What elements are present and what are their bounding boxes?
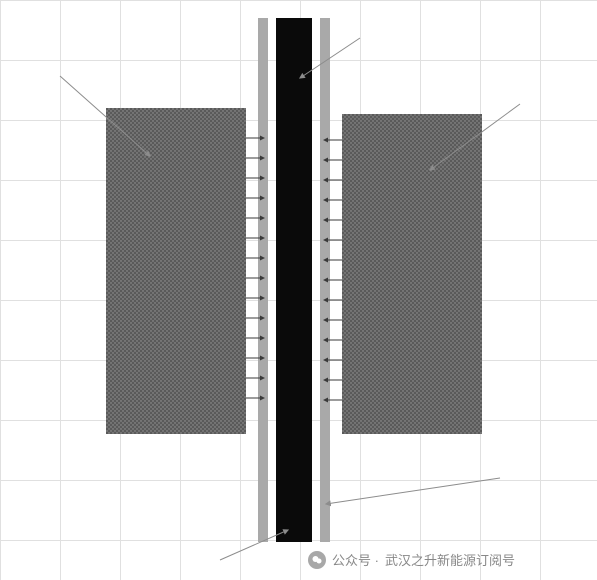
watermark-account: 武汉之升新能源订阅号 (385, 550, 515, 569)
wechat-icon (308, 551, 326, 569)
diagram-stage: 公众号 · 武汉之升新能源订阅号 (0, 0, 597, 580)
watermark-prefix: 公众号 · (332, 550, 379, 569)
watermark: 公众号 · 武汉之升新能源订阅号 (308, 550, 515, 569)
diagram-svg (0, 0, 597, 580)
